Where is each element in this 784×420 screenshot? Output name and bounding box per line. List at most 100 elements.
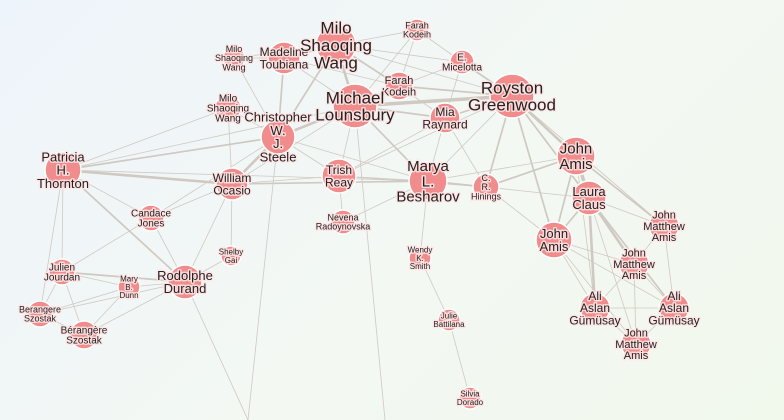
node-label: Rodolphe Durand bbox=[157, 268, 213, 296]
node-silvia[interactable] bbox=[458, 386, 482, 410]
node-label: Berangere Szostak bbox=[19, 305, 61, 324]
node-milo-big[interactable] bbox=[315, 24, 357, 66]
node-julien[interactable] bbox=[48, 258, 76, 286]
node-ali1[interactable] bbox=[579, 292, 611, 324]
node-label-line: Rodolphe bbox=[157, 268, 213, 283]
node-label-line: Dorado bbox=[457, 398, 484, 407]
node-label-line: Wang bbox=[314, 53, 358, 72]
node-farah2[interactable] bbox=[384, 71, 414, 101]
edge bbox=[83, 281, 186, 336]
node-farah1[interactable] bbox=[405, 18, 429, 42]
node-milo1[interactable] bbox=[222, 46, 246, 70]
node-label-line: Julien bbox=[49, 262, 75, 273]
node-label: Mary B. Dunn bbox=[119, 275, 138, 300]
node-jma3[interactable] bbox=[620, 328, 652, 360]
node-label-line: Shaoqing bbox=[300, 36, 372, 55]
node-label-line: John bbox=[540, 226, 568, 241]
node-label-line: William bbox=[213, 171, 252, 185]
node-layer bbox=[26, 18, 690, 410]
node-wendy[interactable] bbox=[408, 246, 432, 270]
node-label-line: Milo bbox=[226, 44, 243, 54]
node-cr-hinings[interactable] bbox=[472, 173, 500, 201]
edge bbox=[353, 94, 514, 108]
node-label: Royston Greenwood bbox=[468, 78, 556, 114]
node-label: Ali Aslan Gümüsay bbox=[648, 289, 699, 327]
node-label: Mia Raynard bbox=[422, 105, 467, 131]
node-mia[interactable] bbox=[429, 102, 461, 134]
node-label-line: J. bbox=[273, 136, 283, 151]
node-label-line: Besharov bbox=[396, 189, 460, 206]
edge bbox=[62, 136, 279, 171]
node-label: Silvia Dorado bbox=[457, 390, 484, 407]
edge bbox=[184, 183, 233, 283]
node-label-line: Amis bbox=[652, 232, 677, 244]
node-mary[interactable] bbox=[117, 275, 141, 299]
node-john-amis1[interactable] bbox=[556, 136, 596, 176]
node-label-line: Reay bbox=[325, 175, 353, 189]
node-ali2[interactable] bbox=[658, 292, 690, 324]
edge bbox=[62, 107, 229, 171]
node-marya[interactable] bbox=[408, 161, 448, 201]
node-label-line: Ocasio bbox=[213, 183, 251, 197]
node-label-line: Durand bbox=[164, 281, 207, 296]
edge bbox=[338, 95, 513, 177]
node-berangere1[interactable] bbox=[26, 300, 54, 328]
node-label-line: Aslan bbox=[580, 301, 610, 315]
node-label-line: John bbox=[622, 248, 646, 260]
node-label-line: Gümüsay bbox=[648, 313, 699, 327]
node-madeline[interactable] bbox=[267, 41, 301, 75]
node-label-line: Greenwood bbox=[468, 96, 556, 115]
edge bbox=[277, 136, 429, 182]
node-label: E. Micelotta bbox=[442, 52, 482, 73]
edge bbox=[575, 155, 596, 309]
node-milo2[interactable] bbox=[214, 94, 242, 122]
node-john-amis2[interactable] bbox=[535, 221, 573, 259]
node-patricia[interactable] bbox=[44, 151, 82, 189]
node-label-line: L. bbox=[422, 173, 435, 190]
node-trish[interactable] bbox=[321, 158, 357, 194]
node-label: Milo Shaoqing Wang bbox=[215, 44, 253, 72]
node-label-line: Amis bbox=[622, 270, 647, 282]
node-label-line: Gai bbox=[225, 256, 238, 265]
node-label-line: Candace bbox=[131, 208, 171, 219]
node-label-line: Raynard bbox=[422, 117, 467, 131]
node-label-line: Jones bbox=[138, 219, 165, 230]
node-label-line: W. bbox=[270, 123, 285, 138]
node-label-line: Shaoqing bbox=[207, 104, 249, 115]
node-label-line: John bbox=[652, 210, 676, 222]
node-label-line: Kodeih bbox=[382, 87, 416, 99]
node-label-line: Szostak bbox=[24, 314, 57, 324]
node-laura[interactable] bbox=[571, 180, 607, 216]
node-berangere2[interactable] bbox=[69, 320, 99, 350]
node-label-line: Smith bbox=[410, 262, 430, 271]
node-label-line: H. bbox=[57, 163, 70, 178]
node-christopher[interactable] bbox=[260, 119, 296, 155]
node-label: Madeline Toubiana bbox=[260, 45, 309, 71]
node-e-micelotta[interactable] bbox=[449, 49, 475, 75]
node-label-line: Aslan bbox=[659, 301, 689, 315]
node-label-line: Michael bbox=[326, 88, 385, 107]
node-william[interactable] bbox=[215, 167, 249, 201]
node-shelby[interactable] bbox=[220, 245, 242, 267]
node-label: Julie Battilana bbox=[433, 312, 465, 329]
node-label-line: Claus bbox=[572, 197, 606, 212]
node-label-line: Trish bbox=[326, 163, 352, 177]
node-label: Farah Kodeih bbox=[382, 75, 416, 98]
node-julie[interactable] bbox=[437, 308, 461, 332]
edge bbox=[335, 44, 513, 97]
node-royston[interactable] bbox=[489, 73, 535, 119]
node-jma1[interactable] bbox=[648, 210, 680, 242]
node-rodolphe[interactable] bbox=[167, 264, 203, 300]
edge bbox=[587, 196, 597, 310]
node-nevena[interactable] bbox=[330, 209, 356, 235]
node-michael[interactable] bbox=[332, 83, 378, 129]
node-label-line: Jourdan bbox=[44, 273, 80, 284]
node-label-line: Milo bbox=[320, 19, 351, 38]
node-label-line: R. bbox=[482, 182, 491, 192]
node-jma2[interactable] bbox=[618, 248, 650, 280]
node-label-line: Shaoqing bbox=[215, 53, 253, 63]
node-label: Milo Shaoqing Wang bbox=[300, 19, 372, 73]
node-candace[interactable] bbox=[137, 204, 165, 232]
node-label: C. R. Hinings bbox=[471, 173, 502, 201]
